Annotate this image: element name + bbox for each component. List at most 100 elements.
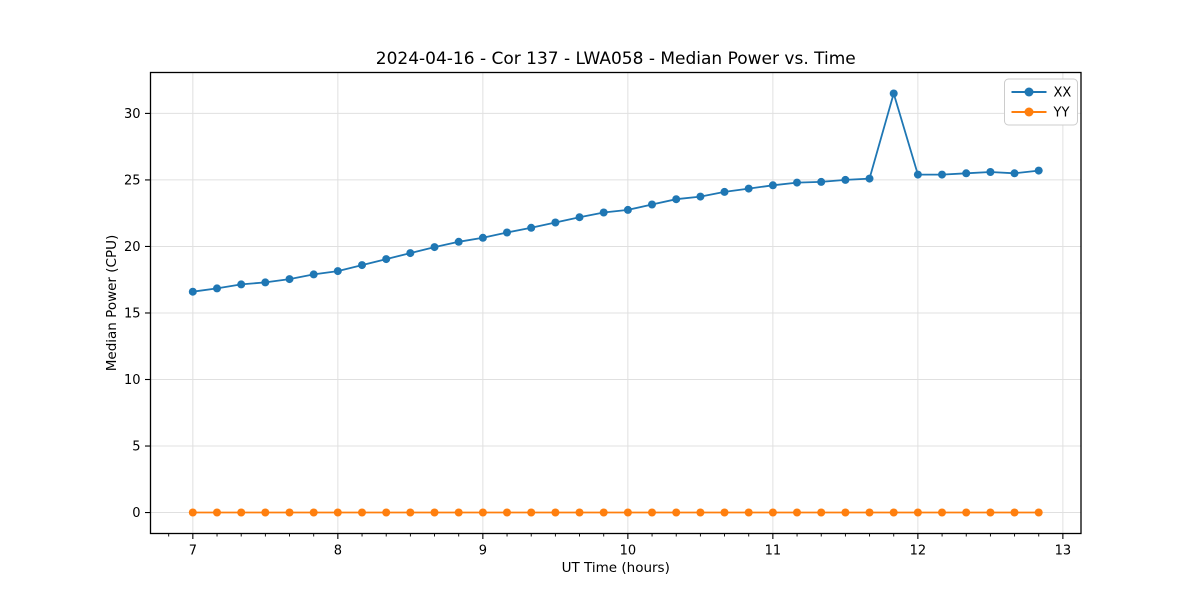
x-tick-label: 12 (910, 544, 927, 559)
data-point-YY (285, 508, 294, 517)
series-YY (188, 508, 1043, 517)
legend: XX YY (1004, 78, 1078, 126)
data-point-YY (237, 508, 246, 517)
data-point-XX (865, 174, 874, 183)
data-point-XX (358, 261, 366, 270)
data-point-YY (503, 508, 511, 517)
data-point-YY (333, 508, 342, 517)
axis-ticks: 7 8 9 10 11 12 13 0 5 10 15 20 25 30 (124, 107, 1071, 559)
data-point-YY (962, 508, 971, 517)
data-point-YY (648, 508, 656, 517)
data-point-XX (575, 213, 584, 222)
data-point-YY (793, 508, 801, 517)
legend-label-YY: YY (1053, 106, 1070, 121)
data-point-XX (696, 192, 705, 201)
data-point-XX (454, 237, 463, 246)
y-tick-label: 25 (124, 173, 141, 188)
data-point-XX (841, 175, 850, 184)
series-layer (188, 89, 1043, 517)
x-tick-label: 10 (620, 544, 637, 559)
series-XX (188, 89, 1043, 296)
data-point-YY (599, 508, 608, 517)
data-point-XX (768, 181, 777, 190)
data-point-XX (430, 243, 439, 252)
data-point-YY (527, 508, 536, 517)
grid-lines (150, 72, 1081, 534)
data-point-XX (1010, 169, 1019, 178)
x-tick-label: 11 (765, 544, 782, 559)
data-point-YY (551, 508, 560, 517)
data-point-YY (623, 508, 632, 517)
data-point-YY (696, 508, 705, 517)
data-point-YY (720, 508, 729, 517)
data-point-XX (503, 228, 511, 237)
data-point-XX (793, 178, 801, 187)
data-point-YY (430, 508, 439, 517)
data-point-YY (454, 508, 463, 517)
data-point-YY (382, 508, 391, 517)
data-point-YY (744, 508, 753, 517)
data-point-XX (333, 267, 342, 276)
data-point-YY (889, 508, 898, 517)
data-point-XX (720, 187, 729, 196)
y-tick-label: 15 (124, 306, 141, 321)
legend-box (1004, 78, 1078, 126)
data-point-XX (672, 195, 681, 204)
x-axis-label: UT Time (hours) (562, 560, 670, 576)
data-point-XX (406, 249, 415, 258)
data-point-XX (599, 208, 608, 217)
y-tick-label: 30 (124, 107, 141, 122)
data-point-XX (986, 168, 995, 176)
x-tick-label: 7 (189, 544, 197, 559)
data-point-YY (986, 508, 995, 517)
data-point-YY (865, 508, 874, 517)
data-point-XX (648, 200, 656, 209)
data-point-XX (623, 205, 632, 214)
data-point-XX (817, 177, 826, 186)
data-point-XX (382, 255, 391, 264)
chart-title: 2024-04-16 - Cor 137 - LWA058 - Median P… (376, 49, 856, 69)
data-point-XX (744, 184, 753, 193)
data-point-YY (913, 508, 922, 517)
data-point-XX (309, 270, 318, 279)
data-point-YY (358, 508, 366, 517)
data-point-XX (478, 233, 487, 242)
data-point-YY (478, 508, 487, 517)
y-axis-label: Median Power (CPU) (104, 235, 120, 371)
data-point-YY (672, 508, 681, 517)
data-point-XX (551, 218, 560, 227)
data-point-YY (213, 508, 221, 517)
legend-marker-YY (1024, 107, 1034, 117)
data-point-XX (237, 280, 246, 289)
y-tick-label: 10 (124, 373, 141, 388)
data-point-YY (768, 508, 777, 517)
data-point-YY (575, 508, 584, 517)
data-point-YY (406, 508, 415, 517)
data-point-YY (841, 508, 850, 517)
data-point-XX (527, 223, 536, 232)
y-tick-label: 5 (132, 440, 140, 455)
data-point-XX (962, 169, 971, 178)
data-point-XX (213, 284, 221, 293)
data-point-XX (913, 170, 922, 179)
data-point-XX (938, 170, 946, 179)
legend-label-XX: XX (1054, 86, 1072, 101)
x-tick-label: 9 (479, 544, 487, 559)
data-point-YY (938, 508, 946, 517)
data-point-YY (188, 508, 197, 517)
data-point-YY (1034, 508, 1043, 517)
data-point-XX (188, 287, 197, 296)
data-point-YY (261, 508, 270, 517)
x-tick-label: 8 (334, 544, 342, 559)
x-tick-label: 13 (1055, 544, 1072, 559)
y-tick-label: 0 (132, 506, 140, 521)
data-point-XX (889, 89, 898, 98)
data-point-XX (1034, 166, 1043, 175)
plot-frame (149, 71, 1082, 535)
data-point-XX (285, 275, 294, 284)
legend-marker-XX (1024, 87, 1034, 97)
data-point-YY (1010, 508, 1019, 517)
data-point-YY (309, 508, 318, 517)
